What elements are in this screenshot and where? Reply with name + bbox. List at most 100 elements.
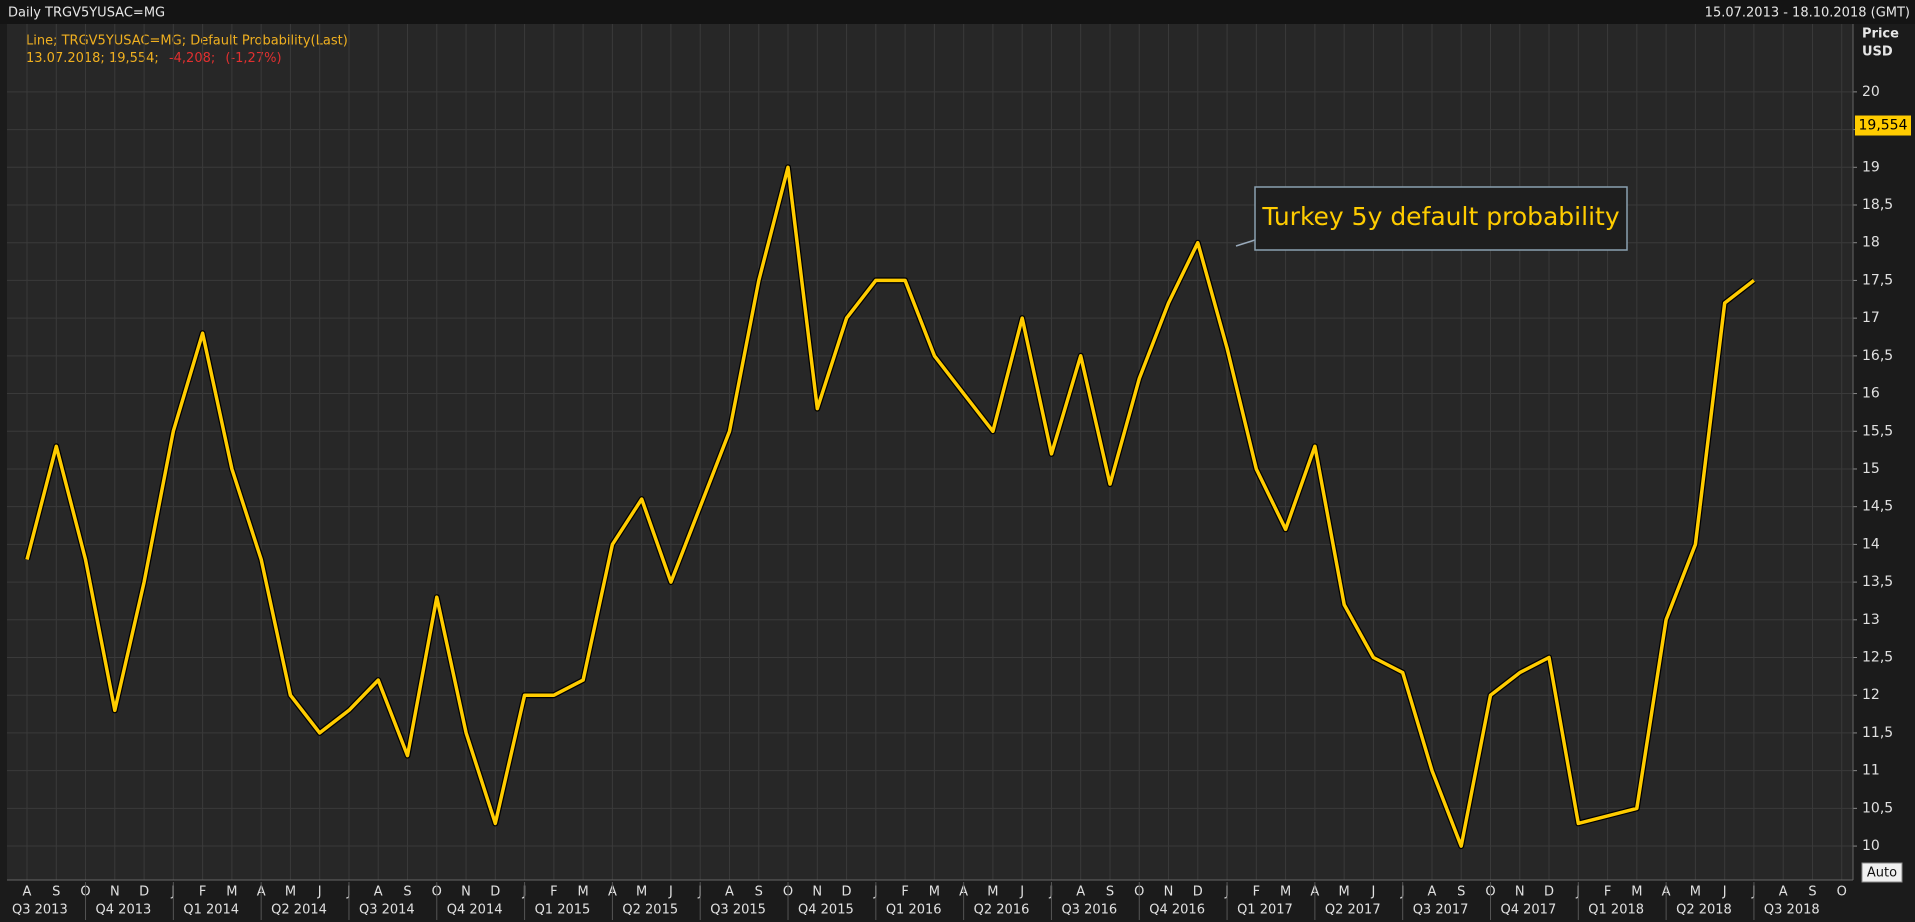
quarter-label: Q3 2013	[12, 903, 68, 918]
legend-pct: (-1,27%)	[225, 51, 281, 66]
quarter-label: Q3 2018	[1764, 903, 1820, 918]
x-tick-label: J	[317, 885, 322, 900]
last-value-box	[1855, 115, 1911, 136]
x-tick-label: J	[1722, 885, 1727, 900]
x-tick-label: A	[374, 885, 383, 900]
x-tick-label: M	[929, 885, 940, 900]
legend-last: 13.07.2018; 19,554;	[26, 51, 159, 66]
x-tick-label: M	[1631, 885, 1642, 900]
quarter-label: Q1 2015	[535, 903, 591, 918]
x-tick-label: A	[725, 885, 734, 900]
quarter-label: Q4 2016	[1149, 903, 1205, 918]
date-range: 15.07.2013 - 18.10.2018 (GMT)	[1705, 6, 1910, 21]
x-tick-label: A	[23, 885, 32, 900]
auto-button-label[interactable]: Auto	[1867, 866, 1897, 881]
x-tick-label: D	[1544, 885, 1554, 900]
x-tick-label: N	[812, 885, 822, 900]
x-tick-label: S	[1808, 885, 1816, 900]
legend-values: 13.07.2018; 19,554; -4,208; (-1,27%)	[26, 51, 282, 66]
x-tick-label: F	[550, 885, 557, 900]
x-tick-label: J	[1370, 885, 1375, 900]
quarter-label: Q3 2014	[359, 903, 415, 918]
annotation-text: Turkey 5y default probability	[1261, 202, 1619, 231]
x-tick-label: S	[1457, 885, 1465, 900]
x-tick-label: S	[755, 885, 763, 900]
quarter-label: Q4 2014	[447, 903, 503, 918]
y-tick-label: 18	[1862, 235, 1880, 251]
quarter-label: Q4 2015	[798, 903, 854, 918]
x-tick-label: F	[1604, 885, 1611, 900]
x-tick-label: A	[1779, 885, 1788, 900]
y-axis-unit: USD	[1862, 45, 1893, 60]
quarter-label: Q2 2017	[1325, 903, 1381, 918]
quarter-label: Q2 2018	[1676, 903, 1732, 918]
x-tick-label: S	[1106, 885, 1114, 900]
x-tick-label: N	[110, 885, 120, 900]
quarter-label: Q2 2015	[622, 903, 678, 918]
y-tick-label: 11,5	[1862, 725, 1893, 741]
y-tick-label: 14,5	[1862, 499, 1893, 515]
header-bar	[0, 0, 1915, 24]
x-tick-label: D	[1193, 885, 1203, 900]
y-tick-label: 15,5	[1862, 423, 1893, 439]
x-tick-label: M	[285, 885, 296, 900]
x-tick-label: D	[842, 885, 852, 900]
chart-title: Daily TRGV5YUSAC=MG	[8, 6, 165, 21]
quarter-label: Q1 2016	[886, 903, 942, 918]
x-tick-label: M	[226, 885, 237, 900]
x-tick-label: M	[1280, 885, 1291, 900]
y-tick-label: 10	[1862, 838, 1880, 854]
x-tick-label: D	[490, 885, 500, 900]
x-tick-label: O	[1837, 885, 1847, 900]
x-tick-label: M	[1690, 885, 1701, 900]
plot-area	[7, 24, 1853, 880]
auto-button-bg[interactable]	[1861, 862, 1903, 883]
x-tick-label: M	[1339, 885, 1350, 900]
x-tick-label: S	[52, 885, 60, 900]
quarter-label: Q3 2017	[1413, 903, 1469, 918]
grid: 10 10,5 11 11,5 12 12,5 13 13,5 14 14,5 15 15,5 16 16…	[7, 24, 1893, 920]
y-tick-label: 14	[1862, 536, 1880, 552]
annotation: Turkey 5y default probability	[1235, 186, 1628, 251]
marks: 19,554	[24, 115, 1911, 850]
x-tick-label: J	[1019, 885, 1024, 900]
quarter-label: Q2 2014	[271, 903, 327, 918]
y-tick-label: 17	[1862, 310, 1880, 326]
x-tick-label: N	[1515, 885, 1525, 900]
quarter-label: Q1 2018	[1588, 903, 1644, 918]
last-value-label: 19,554	[1859, 118, 1908, 134]
quarter-label: Q3 2016	[1061, 903, 1117, 918]
y-tick-label: 17,5	[1862, 272, 1893, 288]
x-tick-label: A	[1076, 885, 1085, 900]
quarter-label: Q2 2016	[974, 903, 1030, 918]
x-tick-label: M	[578, 885, 589, 900]
y-tick-label: 18,5	[1862, 197, 1893, 213]
x-tick-label: M	[636, 885, 647, 900]
x-tick-label: F	[199, 885, 206, 900]
y-tick-label: 10,5	[1862, 800, 1893, 816]
y-tick-label: 13,5	[1862, 574, 1893, 590]
y-axis-label: Price	[1862, 27, 1899, 42]
quarter-label: Q1 2017	[1237, 903, 1293, 918]
x-tick-label: N	[1164, 885, 1174, 900]
x-tick-label: M	[987, 885, 998, 900]
x-tick-label: F	[901, 885, 908, 900]
y-tick-label: 19	[1862, 159, 1880, 175]
y-tick-label: 15	[1862, 461, 1880, 477]
auto-button[interactable]: Auto	[1861, 862, 1903, 883]
quarter-label: Q3 2015	[710, 903, 766, 918]
y-tick-label: 12	[1862, 687, 1880, 703]
quarter-label: Q4 2017	[1501, 903, 1557, 918]
quarter-label: Q1 2014	[183, 903, 239, 918]
x-tick-label: S	[403, 885, 411, 900]
x-tick-label: F	[1253, 885, 1260, 900]
line	[25, 165, 1755, 848]
legend-change: -4,208;	[169, 51, 215, 66]
y-tick-label: 12,5	[1862, 650, 1893, 666]
y-tick-label: 16	[1862, 386, 1880, 402]
x-tick-label: A	[1428, 885, 1437, 900]
y-tick-label: 16,5	[1862, 348, 1893, 364]
annotation-box	[1254, 186, 1628, 251]
